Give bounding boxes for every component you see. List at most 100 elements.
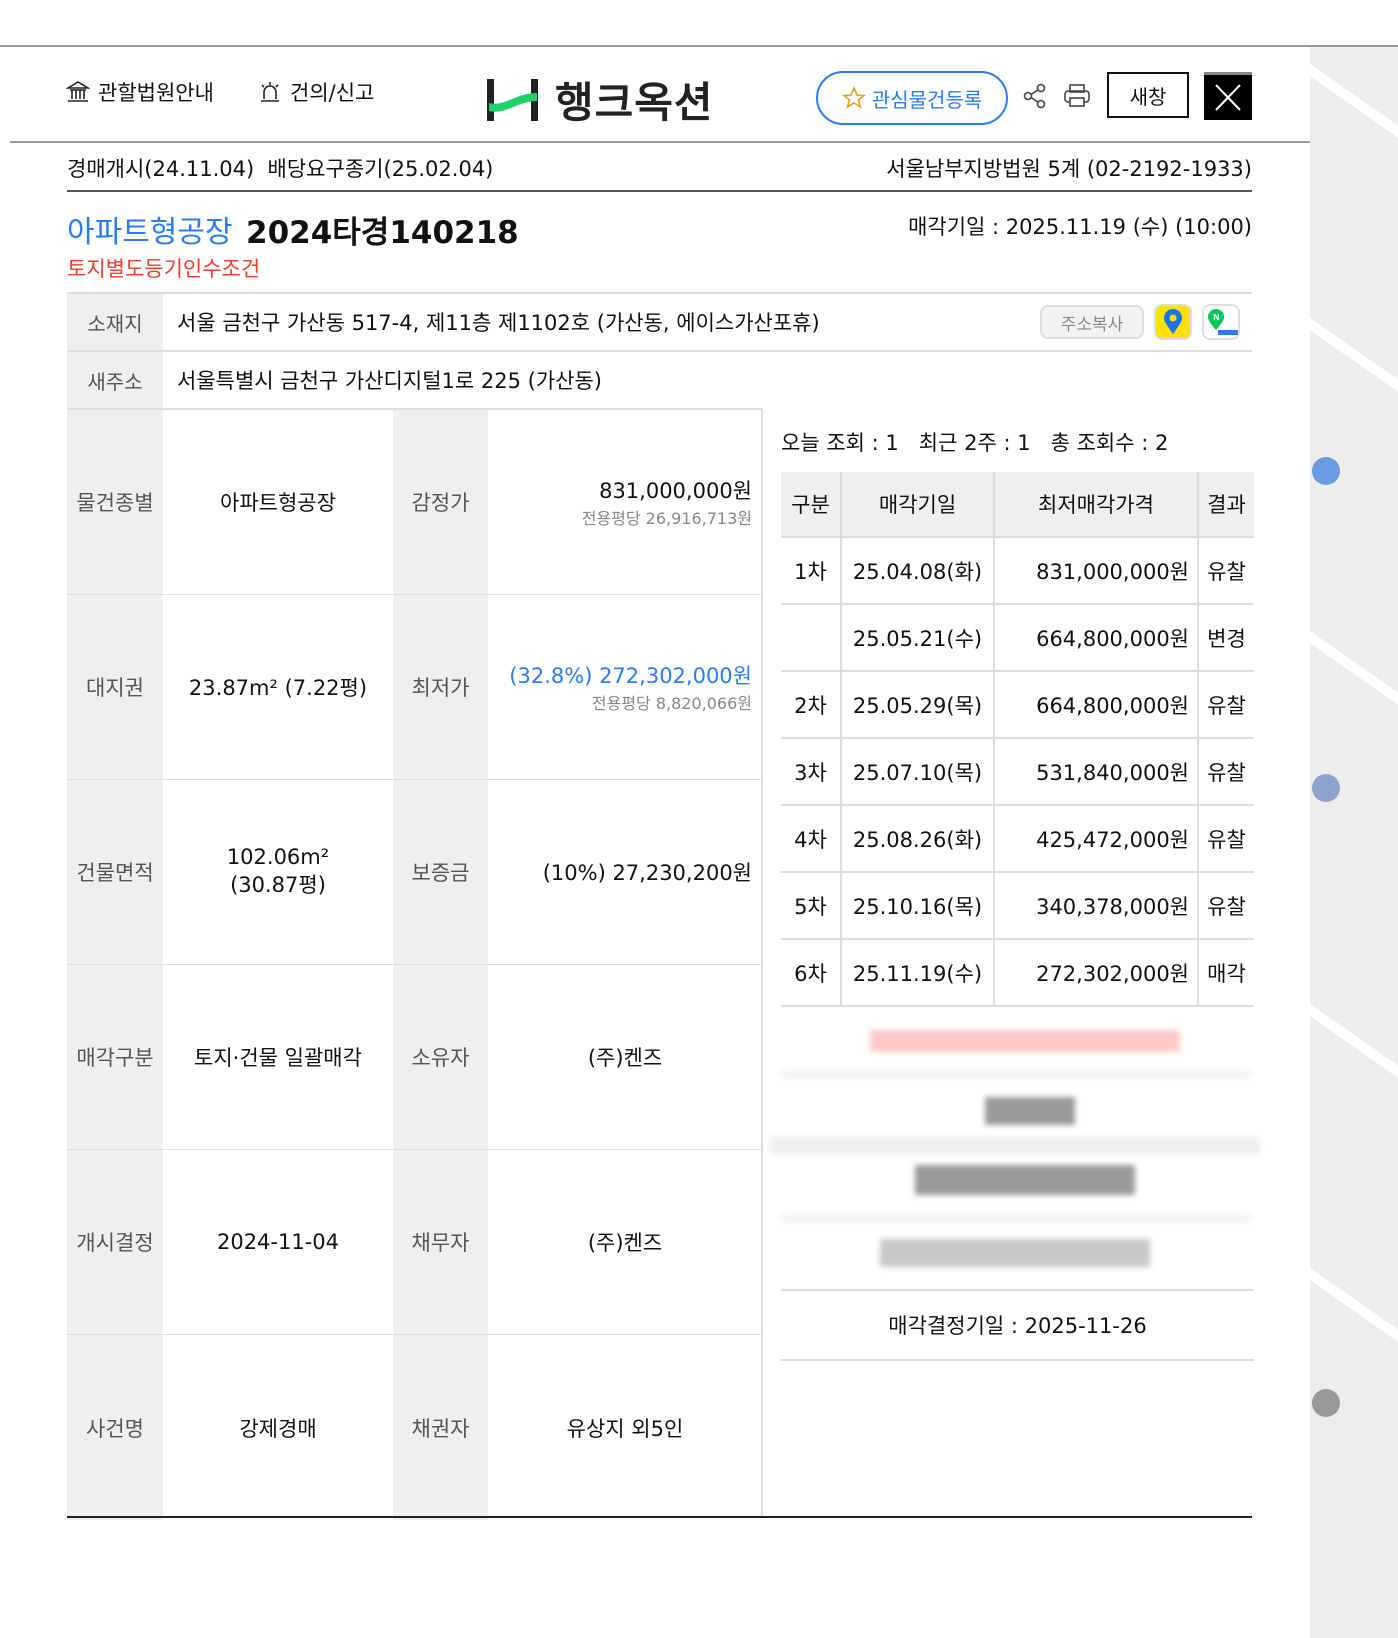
- views-today: 오늘 조회 : 1: [781, 431, 899, 455]
- column-header: 결과: [1198, 472, 1254, 538]
- detail-label: 감정가: [393, 410, 488, 594]
- history-row: 6차 25.11.19(수) 272,302,000원 매각: [781, 939, 1254, 1007]
- blurred-divider: [781, 1214, 1251, 1222]
- auction-detail-panel: 관할법원안내 건의/신고 행크옥션 관심물건등록 새창 경매개시(24.11.0…: [10, 47, 1310, 1638]
- map-poi-icon: [1312, 457, 1340, 485]
- blurred-text: [985, 1097, 1075, 1125]
- details-row: 개시결정 2024-11-04 채무자 (주)켄즈: [67, 1150, 762, 1335]
- detail-label: 개시결정: [67, 1150, 163, 1334]
- minimum-price: (32.8%) 272,302,000원: [509, 664, 752, 688]
- map-road: [1310, 1252, 1398, 1352]
- detail-value: 강제경매: [239, 1416, 317, 1441]
- result-cell: 유찰: [1198, 805, 1254, 873]
- court-info-label: 관할법원안내: [98, 81, 214, 105]
- logo-mark-icon: [487, 78, 538, 121]
- detail-label: 최저가: [393, 595, 488, 779]
- map-background[interactable]: [1310, 47, 1398, 1638]
- minimum-price-cell: 831,000,000원: [994, 537, 1199, 605]
- property-category: 아파트형공장: [67, 215, 233, 250]
- result-cell: 유찰: [1198, 671, 1254, 739]
- star-icon: [841, 86, 866, 109]
- views-total: 총 조회수 : 2: [1050, 431, 1169, 455]
- sale-date-cell: 25.05.29(목): [841, 671, 995, 739]
- owner-value: (주)켄즈: [587, 1046, 663, 1070]
- detail-label: 사건명: [67, 1335, 163, 1520]
- map-road: [1310, 622, 1398, 722]
- blurred-text: [880, 1239, 1150, 1267]
- detail-value: 2024-11-04: [216, 1230, 340, 1254]
- views-recent: 최근 2주 : 1: [918, 431, 1031, 455]
- detail-value: 아파트형공장: [220, 491, 336, 515]
- print-icon[interactable]: [1062, 81, 1092, 111]
- detail-label: 소유자: [393, 965, 488, 1149]
- new-window-button[interactable]: 새창: [1107, 72, 1189, 118]
- detail-label: 채무자: [393, 1150, 488, 1334]
- history-row: 25.05.21(수) 664,800,000원 변경: [781, 604, 1254, 672]
- close-icon: [1215, 84, 1241, 111]
- building-area-m2: 102.06m²: [226, 845, 330, 869]
- court-info-link[interactable]: 관할법원안내: [66, 77, 214, 107]
- sale-decision-date: 매각결정기일 : 2025-11-26: [781, 1289, 1254, 1361]
- minimum-price-cell: 664,800,000원: [994, 671, 1199, 739]
- court-info: 서울남부지방법원 5계 (02-2192-1933): [886, 157, 1252, 181]
- report-label: 건의/신고: [290, 81, 375, 105]
- appraisal-value: 831,000,000원 전용평당 26,916,713원: [488, 410, 762, 594]
- history-header-row: 구분 매각기일 최저매각가격 결과: [781, 472, 1254, 538]
- new-address-row: 새주소 서울특별시 금천구 가산디지털1로 225 (가산동): [67, 350, 1252, 408]
- close-button[interactable]: [1204, 72, 1252, 120]
- bottom-divider: [67, 1516, 1252, 1518]
- location-label: 소재지: [67, 294, 163, 350]
- naver-map-button[interactable]: N: [1202, 304, 1240, 340]
- view-counts: 오늘 조회 : 1 최근 2주 : 1 총 조회수 : 2: [781, 427, 1168, 457]
- result-cell: 유찰: [1198, 738, 1254, 806]
- favorite-button[interactable]: 관심물건등록: [816, 71, 1008, 125]
- history-row: 5차 25.10.16(목) 340,378,000원 유찰: [781, 872, 1254, 940]
- deposit-value: (10%) 27,230,200원: [542, 861, 752, 885]
- sale-date-cell: 25.10.16(목): [841, 872, 995, 940]
- blurred-divider: [781, 1070, 1251, 1078]
- column-header: 최저매각가격: [994, 472, 1199, 538]
- address-row: 소재지 서울 금천구 가산동 517-4, 제11층 제1102호 (가산동, …: [67, 292, 1252, 350]
- details-table: 물건종별 아파트형공장 감정가 831,000,000원 전용평당 26,916,…: [67, 408, 762, 1520]
- history-row: 1차 25.04.08(화) 831,000,000원 유찰: [781, 537, 1254, 605]
- minimum-price-cell: 664,800,000원: [994, 604, 1199, 672]
- sale-date-cell: 25.05.21(수): [841, 604, 995, 672]
- copy-address-button[interactable]: 주소복사: [1040, 305, 1144, 339]
- blurred-sale-price: [870, 1030, 1180, 1052]
- round-cell: 6차: [781, 939, 842, 1007]
- details-row: 건물면적 102.06m² (30.87평) 보증금 (10%) 27,230,2…: [67, 780, 762, 965]
- detail-label: 매각구분: [67, 965, 163, 1149]
- minimum-price-cell: 531,840,000원: [994, 738, 1199, 806]
- appraisal-per-pyeong: 전용평당 26,916,713원: [581, 509, 752, 528]
- kakao-map-button[interactable]: [1154, 304, 1192, 340]
- report-link[interactable]: 건의/신고: [258, 77, 374, 107]
- divider: [67, 190, 1252, 192]
- auction-dates: 경매개시(24.11.04) 배당요구종기(25.02.04): [67, 153, 493, 183]
- details-row: 대지권 23.87m² (7.22평) 최저가 (32.8%) 272,302,…: [67, 595, 762, 780]
- logo[interactable]: 행크옥션: [485, 69, 714, 130]
- blurred-text: [915, 1165, 1135, 1195]
- logo-text: 행크옥션: [555, 78, 714, 127]
- result-cell: 매각: [1198, 939, 1254, 1007]
- map-pin-icon: [1164, 309, 1182, 334]
- column-header: 매각기일: [841, 472, 995, 538]
- special-condition: 토지별도등기인수조건: [67, 257, 261, 281]
- detail-label: 대지권: [67, 595, 163, 779]
- debtor-value: (주)켄즈: [587, 1231, 663, 1255]
- sale-date-cell: 25.04.08(화): [841, 537, 995, 605]
- result-cell: 유찰: [1198, 537, 1254, 605]
- round-cell: 5차: [781, 872, 842, 940]
- court-building-icon: [66, 81, 90, 102]
- map-road: [1310, 1002, 1398, 1102]
- auction-history-table: 구분 매각기일 최저매각가격 결과 1차 25.04.08(화) 831,000,0…: [781, 472, 1254, 1007]
- map-poi-icon: [1312, 1389, 1340, 1417]
- detail-label: 보증금: [393, 780, 488, 964]
- building-area: 102.06m² (30.87평): [163, 780, 393, 964]
- favorite-label: 관심물건등록: [871, 87, 983, 112]
- detail-label: 채권자: [393, 1335, 488, 1520]
- round-cell: 1차: [781, 537, 842, 605]
- new-address-value: 서울특별시 금천구 가산디지털1로 225 (가산동): [177, 369, 602, 393]
- share-icon[interactable]: [1020, 81, 1050, 111]
- sale-date: 매각기일 : 2025.11.19 (수) (10:00): [908, 215, 1252, 239]
- minimum-price-value: (32.8%) 272,302,000원 전용평당 8,820,066원: [488, 595, 762, 779]
